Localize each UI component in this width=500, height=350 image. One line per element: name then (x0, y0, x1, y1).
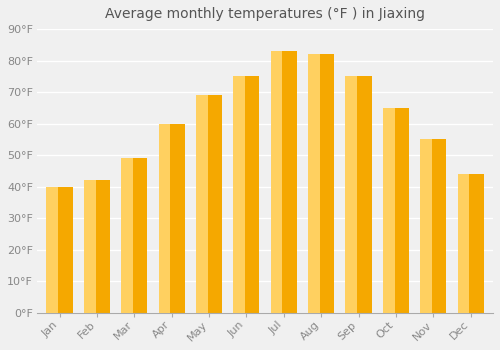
Bar (196, 95, 222, 313)
Bar (270, 51, 297, 313)
Bar (46, 187, 72, 313)
Bar (158, 124, 170, 313)
Bar (121, 158, 148, 313)
Bar (196, 95, 207, 313)
Bar (458, 174, 483, 313)
Bar (383, 108, 409, 313)
Bar (308, 54, 334, 313)
Bar (84, 180, 110, 313)
Bar (234, 76, 245, 313)
Bar (346, 76, 372, 313)
Bar (458, 174, 469, 313)
Bar (308, 54, 320, 313)
Bar (121, 158, 133, 313)
Bar (234, 76, 260, 313)
Bar (270, 51, 282, 313)
Bar (46, 187, 58, 313)
Bar (420, 139, 446, 313)
Bar (383, 108, 394, 313)
Bar (346, 76, 357, 313)
Title: Average monthly temperatures (°F ) in Jiaxing: Average monthly temperatures (°F ) in Ji… (105, 7, 425, 21)
Bar (158, 124, 184, 313)
Bar (84, 180, 96, 313)
Bar (420, 139, 432, 313)
